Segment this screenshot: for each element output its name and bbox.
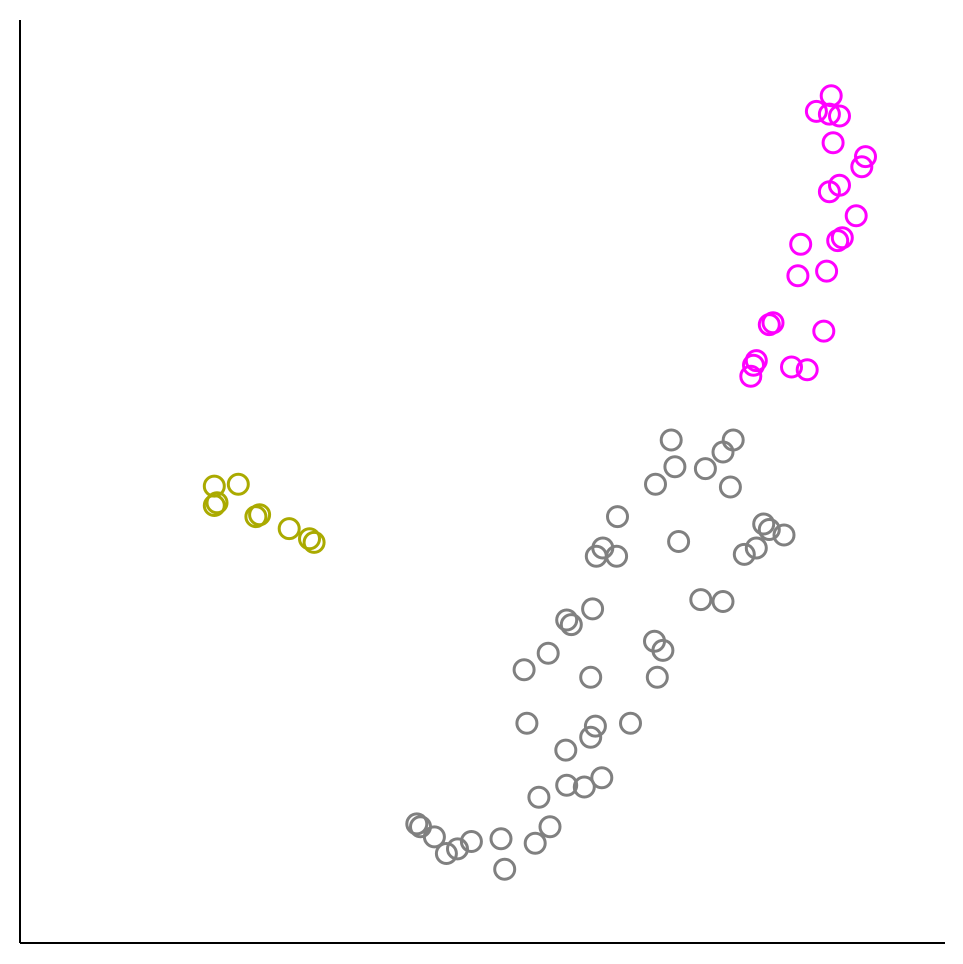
- data-point: [590, 766, 614, 790]
- data-point: [742, 353, 765, 377]
- data-point: [795, 358, 819, 382]
- points-layer: [202, 84, 877, 881]
- data-point: [789, 232, 813, 256]
- data-point: [780, 355, 803, 379]
- data-point: [667, 530, 691, 553]
- data-point: [732, 542, 756, 566]
- data-point: [844, 204, 868, 228]
- series-2: [405, 428, 796, 881]
- data-point: [854, 145, 877, 169]
- data-point: [523, 831, 547, 855]
- data-point: [804, 99, 828, 123]
- series-0: [739, 84, 877, 388]
- data-point: [527, 785, 551, 809]
- data-point: [277, 517, 301, 541]
- data-point: [821, 131, 845, 155]
- data-point: [559, 613, 583, 637]
- data-point: [302, 530, 326, 554]
- data-point: [555, 608, 579, 632]
- data-point: [515, 711, 539, 735]
- series-1: [202, 472, 326, 554]
- data-point: [581, 597, 605, 621]
- data-point: [651, 638, 675, 662]
- data-point: [605, 544, 629, 568]
- data-point: [579, 665, 603, 689]
- data-point: [434, 842, 458, 865]
- data-point: [493, 857, 517, 881]
- data-point: [711, 590, 735, 613]
- data-point: [572, 775, 596, 799]
- data-point: [689, 588, 713, 612]
- data-point: [819, 84, 843, 108]
- data-point: [826, 229, 850, 253]
- data-point: [554, 738, 578, 762]
- data-point: [693, 457, 717, 481]
- data-point: [619, 711, 642, 735]
- data-point: [298, 527, 321, 551]
- data-point: [757, 518, 781, 541]
- data-point: [757, 313, 781, 337]
- data-point: [659, 428, 683, 452]
- data-point: [205, 491, 229, 515]
- data-point: [663, 455, 687, 479]
- data-point: [812, 319, 836, 343]
- data-point: [718, 475, 742, 499]
- data-point: [817, 180, 841, 204]
- data-point: [555, 773, 579, 797]
- data-point: [772, 523, 796, 547]
- data-point: [739, 364, 763, 388]
- data-point: [828, 104, 851, 128]
- data-point: [744, 536, 768, 560]
- data-point: [459, 830, 483, 853]
- data-point: [752, 512, 776, 536]
- data-point: [405, 812, 429, 836]
- data-point: [711, 440, 735, 464]
- data-point: [850, 155, 874, 179]
- data-point: [226, 472, 250, 496]
- data-point: [536, 641, 560, 665]
- data-point: [817, 102, 841, 126]
- data-point: [644, 472, 667, 496]
- data-point: [446, 837, 469, 861]
- data-point: [645, 665, 669, 689]
- data-point: [579, 725, 603, 749]
- data-point: [422, 825, 446, 849]
- data-point: [583, 714, 607, 738]
- data-point: [606, 505, 629, 529]
- data-point: [815, 259, 839, 283]
- data-point: [244, 505, 268, 529]
- data-point: [538, 815, 562, 839]
- data-point: [786, 264, 810, 288]
- data-point: [202, 494, 226, 517]
- data-point: [489, 827, 513, 851]
- data-point: [512, 658, 536, 682]
